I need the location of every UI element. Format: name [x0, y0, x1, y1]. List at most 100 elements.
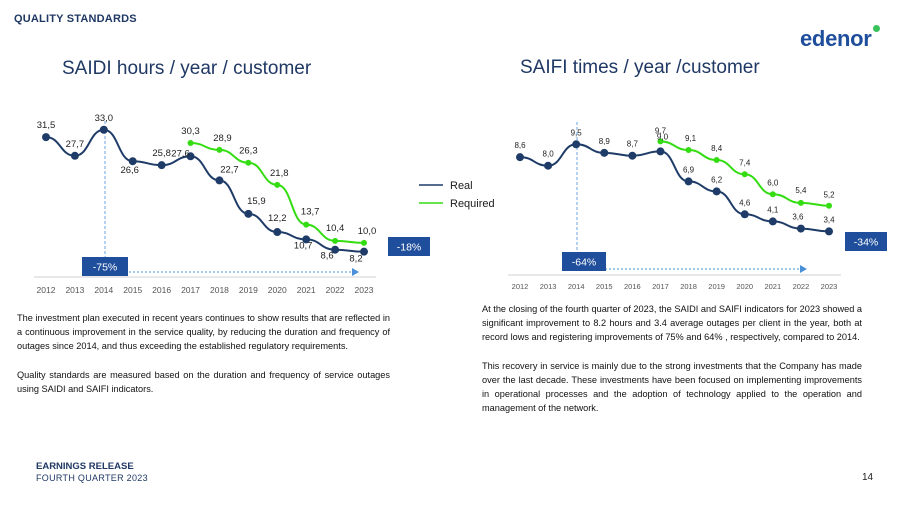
required-series-data-label: 8,4: [711, 144, 723, 153]
footer-subtitle: FOURTH QUARTER 2023: [36, 473, 148, 483]
x-tick-label: 2012: [37, 285, 56, 295]
real-series-point: [712, 187, 721, 196]
vs-required-badge: [845, 232, 887, 251]
real-series-data-label: 4,1: [767, 205, 779, 214]
x-tick-label: 2020: [268, 285, 287, 295]
real-series-data-label: 31,5: [37, 120, 56, 131]
real-series-data-label: 6,2: [711, 175, 723, 184]
x-tick-label: 2022: [326, 285, 345, 295]
x-tick-label: 2018: [680, 282, 697, 291]
reduction-since-2014-badge: [82, 257, 128, 276]
x-tick-label: 2017: [181, 285, 200, 295]
required-series-data-label: 5,2: [823, 191, 835, 200]
x-tick-label: 2014: [568, 282, 585, 291]
reduction-since-2014-badge: [562, 252, 606, 271]
x-tick-label: 2020: [736, 282, 753, 291]
arrow-head-icon: [800, 265, 807, 273]
required-series-data-label: 28,9: [213, 133, 232, 144]
real-series-point: [273, 228, 282, 237]
required-series-data-label: 5,4: [795, 186, 807, 195]
section-label: QUALITY STANDARDS: [14, 13, 137, 25]
real-series-point: [70, 151, 79, 160]
real-series-point: [796, 224, 805, 233]
real-series-data-label: 3,4: [823, 215, 835, 224]
saidi-chart-title: SAIDI hours / year / customer: [62, 58, 312, 79]
required-series-point: [797, 199, 804, 206]
required-series-data-label: 7,4: [739, 158, 751, 167]
x-tick-label: 2018: [210, 285, 229, 295]
real-series-point: [656, 147, 665, 156]
real-series-point: [825, 227, 833, 236]
right-paragraph-2: This recovery in service is mainly due t…: [482, 360, 862, 414]
real-series-point: [628, 151, 637, 160]
x-tick-label: 2013: [540, 282, 557, 291]
x-tick-label: 2021: [297, 285, 316, 295]
left-text-block: The investment plan executed in recent y…: [17, 311, 390, 396]
left-paragraph-2: Quality standards are measured based on …: [17, 369, 390, 394]
required-series-data-label: 6,0: [767, 178, 779, 187]
arrow-head-icon: [352, 268, 359, 276]
real-series-point: [244, 209, 253, 218]
real-series-point: [572, 140, 581, 149]
legend-required-label: Required: [450, 198, 495, 210]
required-series-point: [361, 239, 367, 246]
real-series-data-label: 8,7: [627, 140, 639, 149]
real-series-data-label: 26,6: [120, 165, 139, 176]
required-series-point: [826, 202, 832, 209]
saifi-chart-title: SAIFI times / year /customer: [520, 57, 760, 78]
required-series-point: [713, 157, 720, 163]
real-series-data-label: 10,7: [294, 240, 313, 251]
real-series-point: [99, 125, 108, 134]
x-tick-label: 2016: [624, 282, 641, 291]
real-series-point: [157, 161, 166, 170]
x-tick-label: 2023: [821, 282, 838, 291]
required-series-data-label: 9,7: [655, 126, 667, 135]
real-series-point: [331, 245, 340, 254]
saifi-chart: 2012 2013 2014 2015 2016 2017 2018 2019 2020 2021…: [508, 122, 887, 291]
x-tick-label: 2015: [123, 285, 142, 295]
real-series-point: [186, 152, 195, 161]
x-tick-label: 2016: [152, 285, 171, 295]
real-series-data-label: 3,6: [792, 213, 804, 222]
x-tick-label: 2019: [239, 285, 258, 295]
real-series-data-label: 15,9: [247, 196, 266, 207]
x-tick-label: 2015: [596, 282, 613, 291]
real-series-point: [215, 176, 224, 185]
required-series-point: [245, 159, 252, 166]
real-series-point: [128, 157, 137, 166]
page-number: 14: [862, 472, 874, 483]
legend-real-label: Real: [450, 180, 473, 192]
x-tick-label: 2017: [652, 282, 669, 291]
real-series-point: [600, 148, 609, 157]
required-series-data-label: 21,8: [270, 168, 289, 179]
real-series-point: [516, 153, 524, 162]
real-series-point: [544, 161, 553, 170]
left-paragraph-1: The investment plan executed in recent y…: [17, 313, 390, 352]
real-series-data-label: 6,9: [683, 165, 695, 174]
x-tick-label: 2021: [764, 282, 781, 291]
real-series-data-label: 12,2: [268, 213, 287, 224]
vs-required-badge-label: -34%: [854, 237, 879, 249]
required-series-data-label: 10,4: [326, 223, 345, 234]
real-series-data-label: 8,2: [349, 254, 362, 265]
required-series-point: [216, 146, 223, 153]
real-series-point: [42, 133, 50, 142]
chart-legend: Real Required: [419, 180, 495, 210]
x-tick-label: 2013: [65, 285, 84, 295]
footer-title: EARNINGS RELEASE: [36, 461, 134, 472]
real-series-data-label: 25,8: [152, 148, 171, 159]
edenor-logo: edenor: [800, 26, 872, 51]
real-series-point: [740, 210, 749, 219]
required-series-point: [187, 140, 194, 147]
real-series-line: [45, 128, 365, 253]
x-tick-label: 2012: [512, 282, 529, 291]
real-series-data-label: 8,6: [320, 251, 333, 262]
right-paragraph-1: At the closing of the fourth quarter of …: [482, 304, 862, 343]
required-series-data-label: 26,3: [239, 146, 258, 157]
real-series-data-label: 4,6: [739, 198, 751, 207]
real-series-point: [768, 217, 777, 226]
x-tick-label: 2014: [94, 285, 113, 295]
x-tick-label: 2022: [793, 282, 810, 291]
real-series-data-label: 8,9: [599, 137, 611, 146]
